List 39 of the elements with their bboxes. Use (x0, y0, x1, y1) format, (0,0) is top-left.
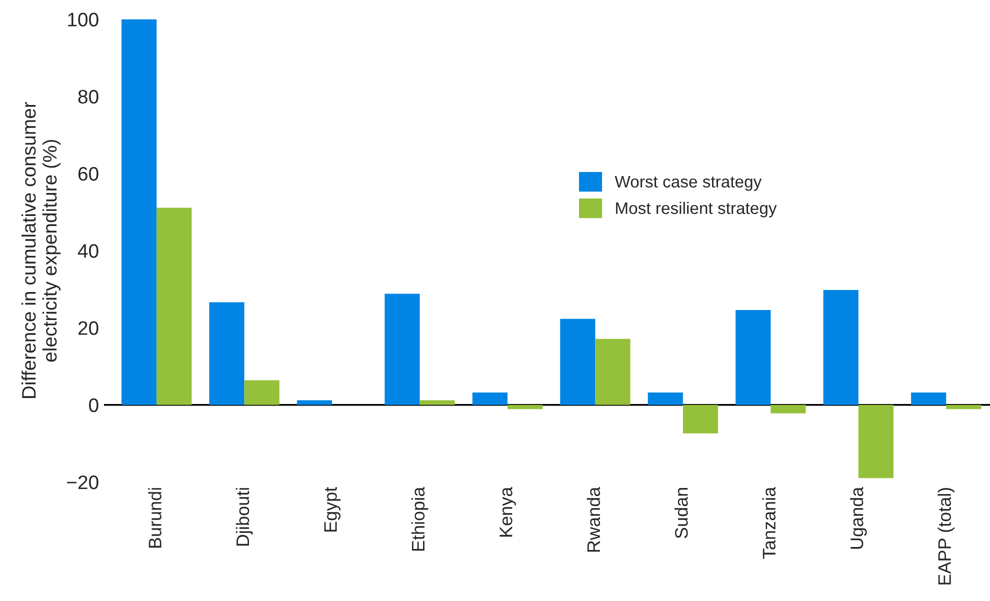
x-tick-label: Djibouti (236, 488, 253, 546)
bar (560, 318, 596, 405)
x-tick-label: Ethiopia (411, 486, 428, 551)
bar (508, 404, 543, 410)
y-tick-label: −20 (67, 475, 98, 490)
legend-label: Worst case strategy (614, 176, 762, 191)
bar (648, 392, 683, 405)
bar (770, 404, 806, 414)
bar (595, 338, 630, 405)
x-tick-label: Uganda (850, 486, 867, 549)
x-tick-label: Burundi (148, 488, 162, 548)
bar (209, 302, 244, 405)
bar (156, 208, 192, 405)
x-tick-label: Rwanda (586, 486, 600, 552)
y-tick-label: 0 (89, 398, 98, 412)
y-axis-title: Difference in cumulative consumer electricity expenditure (%) (21, 102, 61, 398)
x-tick-label: Egypt (324, 486, 340, 532)
y-tick-label: 20 (78, 321, 98, 335)
bar (823, 290, 858, 405)
bar (911, 392, 946, 405)
x-tick-label: Sudan (674, 488, 688, 538)
bar (682, 404, 718, 434)
bar (420, 400, 455, 405)
bar (472, 392, 508, 405)
bar (858, 404, 894, 478)
bar (121, 19, 157, 405)
bar (946, 404, 982, 410)
y-tick-label: 40 (78, 244, 98, 258)
bar (384, 294, 420, 405)
x-tick-label: EAPP (total) (938, 488, 955, 584)
bar (296, 400, 332, 405)
y-tick-label: 80 (78, 90, 98, 104)
legend-label: Most resilient strategy (616, 202, 777, 218)
x-tick-label: Tanzania (762, 486, 776, 559)
bar (244, 380, 280, 405)
x-tick-label: Kenya (500, 486, 516, 537)
bar (736, 310, 771, 405)
y-tick-label: 60 (78, 166, 98, 181)
y-tick-label: 100 (68, 12, 98, 26)
